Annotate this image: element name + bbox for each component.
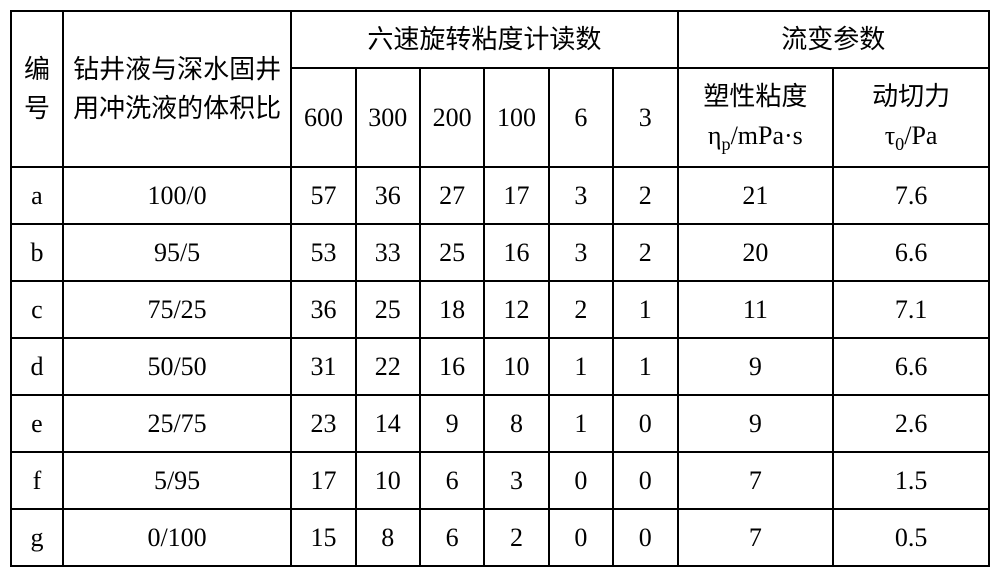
cell-id: b [11, 224, 63, 281]
cell-s3: 2 [613, 167, 677, 224]
header-speed-6: 6 [549, 68, 613, 167]
cell-ratio: 75/25 [63, 281, 291, 338]
cell-s100: 10 [484, 338, 548, 395]
cell-id: c [11, 281, 63, 338]
cell-pv: 11 [678, 281, 834, 338]
cell-ratio: 0/100 [63, 509, 291, 566]
cell-s3: 0 [613, 452, 677, 509]
rheology-table: 编 号 钻井液与深水固井用冲洗液的体积比 六速旋转粘度计读数 流变参数 600 … [10, 10, 990, 567]
cell-pv: 20 [678, 224, 834, 281]
cell-yp: 6.6 [833, 224, 989, 281]
cell-s200: 6 [420, 452, 484, 509]
cell-s600: 53 [291, 224, 355, 281]
header-speed-100: 100 [484, 68, 548, 167]
table-header: 编 号 钻井液与深水固井用冲洗液的体积比 六速旋转粘度计读数 流变参数 600 … [11, 11, 989, 167]
cell-s600: 15 [291, 509, 355, 566]
header-ratio: 钻井液与深水固井用冲洗液的体积比 [63, 11, 291, 167]
cell-s3: 0 [613, 509, 677, 566]
cell-pv: 7 [678, 509, 834, 566]
cell-s6: 2 [549, 281, 613, 338]
cell-s100: 17 [484, 167, 548, 224]
table-body: a100/05736271732217.6b95/55333251632206.… [11, 167, 989, 566]
cell-s600: 57 [291, 167, 355, 224]
cell-s3: 1 [613, 281, 677, 338]
yp-label-line2: τ0/Pa [885, 121, 938, 150]
cell-yp: 7.1 [833, 281, 989, 338]
cell-s600: 31 [291, 338, 355, 395]
cell-id: a [11, 167, 63, 224]
cell-id: e [11, 395, 63, 452]
table-row: f5/951710630071.5 [11, 452, 989, 509]
cell-yp: 6.6 [833, 338, 989, 395]
cell-s6: 0 [549, 509, 613, 566]
cell-s3: 1 [613, 338, 677, 395]
header-id: 编 号 [11, 11, 63, 167]
cell-s100: 3 [484, 452, 548, 509]
cell-s3: 0 [613, 395, 677, 452]
cell-s6: 1 [549, 338, 613, 395]
header-yield-point: 动切力 τ0/Pa [833, 68, 989, 167]
cell-s200: 6 [420, 509, 484, 566]
cell-s200: 27 [420, 167, 484, 224]
table-row: c75/253625181221117.1 [11, 281, 989, 338]
cell-s6: 3 [549, 167, 613, 224]
cell-s600: 36 [291, 281, 355, 338]
cell-s300: 36 [356, 167, 420, 224]
cell-yp: 0.5 [833, 509, 989, 566]
cell-pv: 9 [678, 395, 834, 452]
cell-pv: 7 [678, 452, 834, 509]
cell-s100: 12 [484, 281, 548, 338]
cell-id: f [11, 452, 63, 509]
cell-s100: 2 [484, 509, 548, 566]
cell-s3: 2 [613, 224, 677, 281]
cell-ratio: 95/5 [63, 224, 291, 281]
cell-s300: 25 [356, 281, 420, 338]
cell-s300: 14 [356, 395, 420, 452]
cell-s200: 16 [420, 338, 484, 395]
cell-s100: 16 [484, 224, 548, 281]
header-speed-200: 200 [420, 68, 484, 167]
cell-ratio: 50/50 [63, 338, 291, 395]
cell-id: g [11, 509, 63, 566]
header-speed-300: 300 [356, 68, 420, 167]
cell-yp: 2.6 [833, 395, 989, 452]
cell-ratio: 25/75 [63, 395, 291, 452]
cell-pv: 21 [678, 167, 834, 224]
cell-s600: 23 [291, 395, 355, 452]
header-speed-600: 600 [291, 68, 355, 167]
cell-s300: 33 [356, 224, 420, 281]
yp-label-line1: 动切力 [872, 82, 950, 111]
cell-s6: 1 [549, 395, 613, 452]
table-row: a100/05736271732217.6 [11, 167, 989, 224]
table-row: g0/100158620070.5 [11, 509, 989, 566]
pv-label-line1: 塑性粘度 [703, 82, 807, 111]
pv-label-line2: ηp/mPa·s [708, 121, 803, 150]
cell-ratio: 100/0 [63, 167, 291, 224]
table-row: b95/55333251632206.6 [11, 224, 989, 281]
table-row: d50/50312216101196.6 [11, 338, 989, 395]
cell-s6: 3 [549, 224, 613, 281]
header-plastic-viscosity: 塑性粘度 ηp/mPa·s [678, 68, 834, 167]
cell-s200: 9 [420, 395, 484, 452]
header-speed-group: 六速旋转粘度计读数 [291, 11, 677, 68]
cell-ratio: 5/95 [63, 452, 291, 509]
cell-s200: 18 [420, 281, 484, 338]
cell-yp: 7.6 [833, 167, 989, 224]
cell-s6: 0 [549, 452, 613, 509]
cell-s200: 25 [420, 224, 484, 281]
cell-yp: 1.5 [833, 452, 989, 509]
cell-s300: 10 [356, 452, 420, 509]
cell-pv: 9 [678, 338, 834, 395]
cell-s600: 17 [291, 452, 355, 509]
cell-s300: 22 [356, 338, 420, 395]
header-speed-3: 3 [613, 68, 677, 167]
cell-id: d [11, 338, 63, 395]
header-rheo-group: 流变参数 [678, 11, 990, 68]
cell-s100: 8 [484, 395, 548, 452]
table-row: e25/752314981092.6 [11, 395, 989, 452]
cell-s300: 8 [356, 509, 420, 566]
